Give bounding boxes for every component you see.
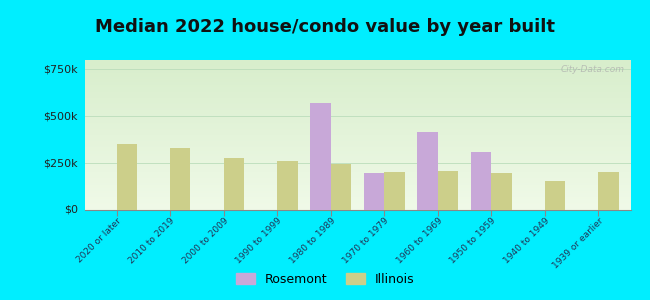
Text: 1970 to 1979: 1970 to 1979 [341,216,391,266]
Text: 2000 to 2009: 2000 to 2009 [181,216,230,265]
Text: $750k: $750k [44,64,78,74]
Text: 1990 to 1999: 1990 to 1999 [234,216,283,266]
Text: 1939 or earlier: 1939 or earlier [551,216,604,270]
Text: Median 2022 house/condo value by year built: Median 2022 house/condo value by year bu… [95,18,555,36]
Bar [277,161,298,210]
Text: $0: $0 [64,205,78,215]
Bar [116,144,137,210]
Text: 1940 to 1949: 1940 to 1949 [502,216,551,265]
Bar [599,172,619,210]
Text: City-Data.com: City-Data.com [561,64,625,74]
Text: 1960 to 1969: 1960 to 1969 [395,216,444,266]
Text: 2020 or later: 2020 or later [75,216,123,264]
Bar [331,164,351,210]
Bar [311,103,331,210]
Text: 1980 to 1989: 1980 to 1989 [288,216,337,266]
Legend: Rosemont, Illinois: Rosemont, Illinois [231,268,419,291]
Bar [438,171,458,210]
Bar [224,158,244,210]
Bar [170,148,190,210]
Text: $250k: $250k [44,158,78,168]
Bar [491,173,512,210]
Bar [364,173,384,210]
Bar [471,152,491,210]
Bar [545,181,566,210]
Bar [417,132,438,210]
Bar [384,172,404,210]
Text: $500k: $500k [44,111,78,121]
Text: 2010 to 2019: 2010 to 2019 [127,216,177,265]
Text: 1950 to 1959: 1950 to 1959 [448,216,498,266]
